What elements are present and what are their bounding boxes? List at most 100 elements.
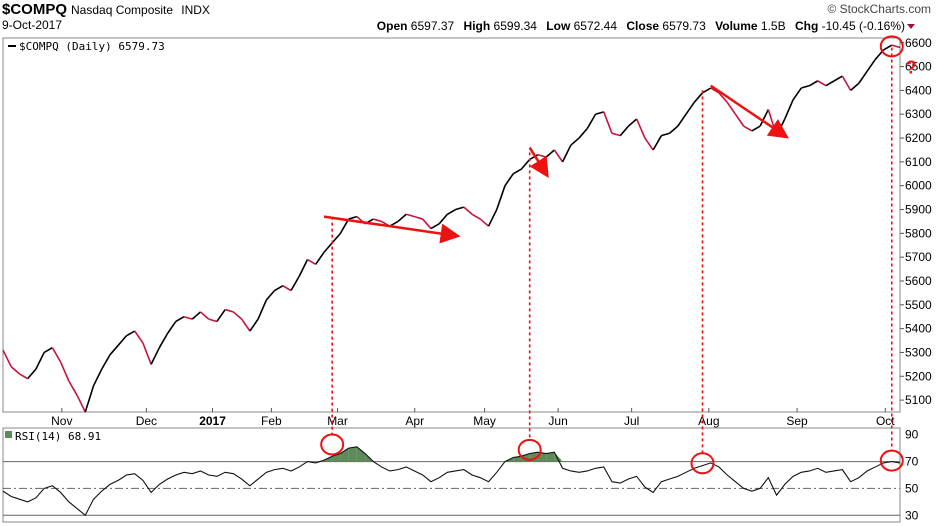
month-label: 2017 [199,414,226,428]
price-segment [274,285,284,292]
rsi-frame [2,427,901,523]
price-segment [850,82,860,92]
price-segment [126,330,136,337]
stockcharts-brand[interactable]: © StockCharts.com [827,2,931,16]
price-segment [373,218,382,223]
price-segment [92,368,103,387]
price-segment [891,44,901,49]
price-segment [430,223,440,230]
price-segment [512,168,522,175]
price-tick-label: 5600 [905,274,932,288]
price-segment [463,206,473,215]
price-segment [496,185,506,210]
price-segment [635,118,646,139]
rsi-panel: 30 50 70 90 RSI(14) 68.91 [2,427,919,523]
price-segment [134,330,144,344]
price-panel: 5100 5200 5300 5400 5500 5600 5700 5800 5900 6000… [2,36,932,428]
price-tick-label: 5200 [905,369,932,383]
price-segment [734,113,745,127]
price-segment [331,232,342,244]
price-segment [183,315,193,320]
price-tick-label: 5800 [905,226,932,240]
month-label: Apr [405,414,424,428]
price-segment [348,215,358,220]
price-segment [175,316,185,323]
price-segment [833,75,843,82]
price-segment [693,92,704,103]
rsi-overbought-fill [348,446,357,462]
month-label: May [473,414,496,428]
rsi-overbought-fill [554,452,563,462]
price-segment [841,75,852,91]
price-segment [446,208,457,215]
price-segment [619,125,630,137]
price-segment [109,344,119,356]
price-segment [866,58,876,72]
price-tick-label: 6600 [905,36,932,50]
price-segment [191,311,202,320]
price-segment [784,99,794,120]
price-segment [27,368,37,380]
price-tick-label: 5100 [905,393,932,407]
rsi-legend-swatch [5,431,12,438]
price-segment [743,125,753,132]
rsi-overbought-fill [340,448,349,462]
price-segment [537,153,547,158]
price-segment [397,213,407,223]
chart-date: 9-Oct-2017 [2,18,63,32]
price-tick-label: 5700 [905,250,932,264]
annotations: ? [320,35,917,475]
price-legend: $COMPQ (Daily) 6579.73 [19,40,165,53]
rsi-peak-circle [879,449,904,472]
price-tick-label: 6100 [905,155,932,169]
ohlc-readout: Open 6597.37 High 6599.34 Low 6572.44 Cl… [376,19,905,33]
rsi-tick-label: 90 [905,428,919,442]
price-segment [661,132,670,137]
price-segment [35,352,45,370]
month-label: Jun [548,414,567,428]
price-segment [43,346,53,354]
month-label: Nov [51,414,72,428]
price-segment [414,215,423,220]
price-segment [84,385,95,413]
price-tick-label: 6000 [905,179,932,193]
price-segment [767,109,778,136]
month-label: Oct [876,414,895,428]
rsi-tick-label: 30 [905,508,919,522]
price-segment [858,70,868,84]
price-segment [240,318,251,332]
price-segment [644,137,654,151]
price-segment [307,258,317,265]
price-segment [487,209,498,227]
trend-arrow [323,215,461,244]
price-segment [166,321,177,334]
price-segment [553,149,564,163]
chg-dropdown-icon[interactable] [907,24,915,29]
rsi-overbought-fill [356,446,366,462]
price-segment [208,318,218,323]
price-segment [158,332,169,349]
price-segment [282,285,292,292]
price-segment [685,101,695,115]
price-tick-label: 6500 [905,60,932,74]
price-segment [199,311,210,320]
price-segment [142,342,152,365]
price-segment [611,132,621,137]
price-segment [792,87,802,101]
price-segment [265,289,276,301]
price-segment [59,361,70,382]
price-segment [455,206,465,211]
price-segment [718,92,728,103]
price-segment [545,149,555,158]
price-tick-label: 6300 [905,107,932,121]
price-tick-label: 5400 [905,322,932,336]
price-segment [883,44,893,51]
price-segment [586,113,597,129]
price-segment [561,144,572,163]
price-segment [602,111,613,134]
price-tick-label: 5300 [905,345,932,359]
price-segment [216,309,226,322]
price-segment [825,80,835,87]
price-segment [76,394,87,413]
